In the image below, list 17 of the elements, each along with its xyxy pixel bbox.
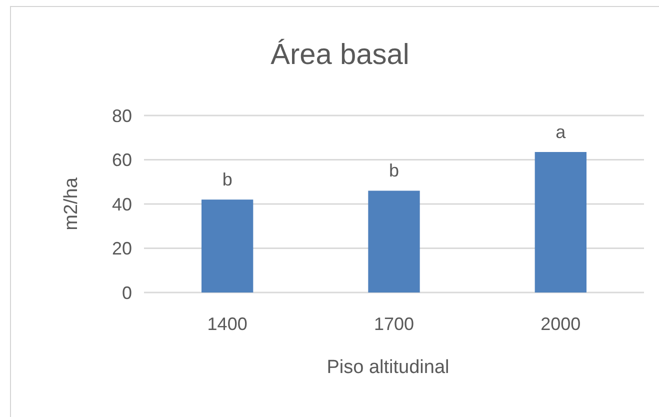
y-tick-label: 40 [112,194,132,214]
annotation: b [388,160,400,181]
y-tick-label: 0 [122,282,132,303]
y-tick-label: 60 [112,150,132,170]
bar [202,200,254,292]
x-tick-label: 2000 [540,314,581,334]
bar [534,152,586,292]
x-tick-label: 1700 [374,314,414,334]
y-tick-label: 20 [112,238,132,259]
annotation: a [556,122,567,142]
y-axis-title: m2/ha [61,177,82,230]
annotation: b [222,170,232,190]
x-tick-label: 1400 [207,314,248,334]
y-tick-label: 80 [112,106,132,126]
x-axis-title: Piso altitudinal [326,357,450,378]
bar [368,190,420,292]
chart-title: Área basal [270,38,410,71]
